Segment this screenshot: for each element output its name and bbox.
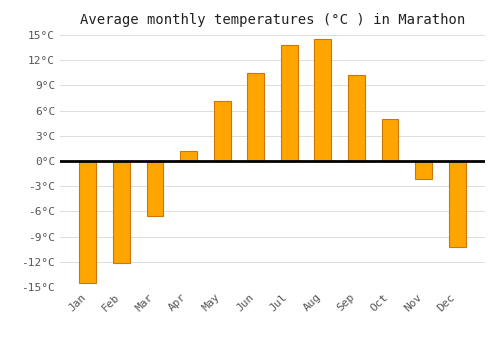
Bar bbox=[214, 100, 230, 161]
Bar bbox=[416, 161, 432, 180]
Bar bbox=[449, 161, 466, 247]
Title: Average monthly temperatures (°C ) in Marathon: Average monthly temperatures (°C ) in Ma… bbox=[80, 13, 465, 27]
Bar bbox=[348, 75, 365, 161]
Bar bbox=[146, 161, 164, 216]
Bar bbox=[382, 119, 398, 161]
Bar bbox=[281, 45, 297, 161]
Bar bbox=[314, 39, 332, 161]
Bar bbox=[180, 151, 197, 161]
Bar bbox=[113, 161, 130, 264]
Bar bbox=[248, 73, 264, 161]
Bar bbox=[80, 161, 96, 283]
